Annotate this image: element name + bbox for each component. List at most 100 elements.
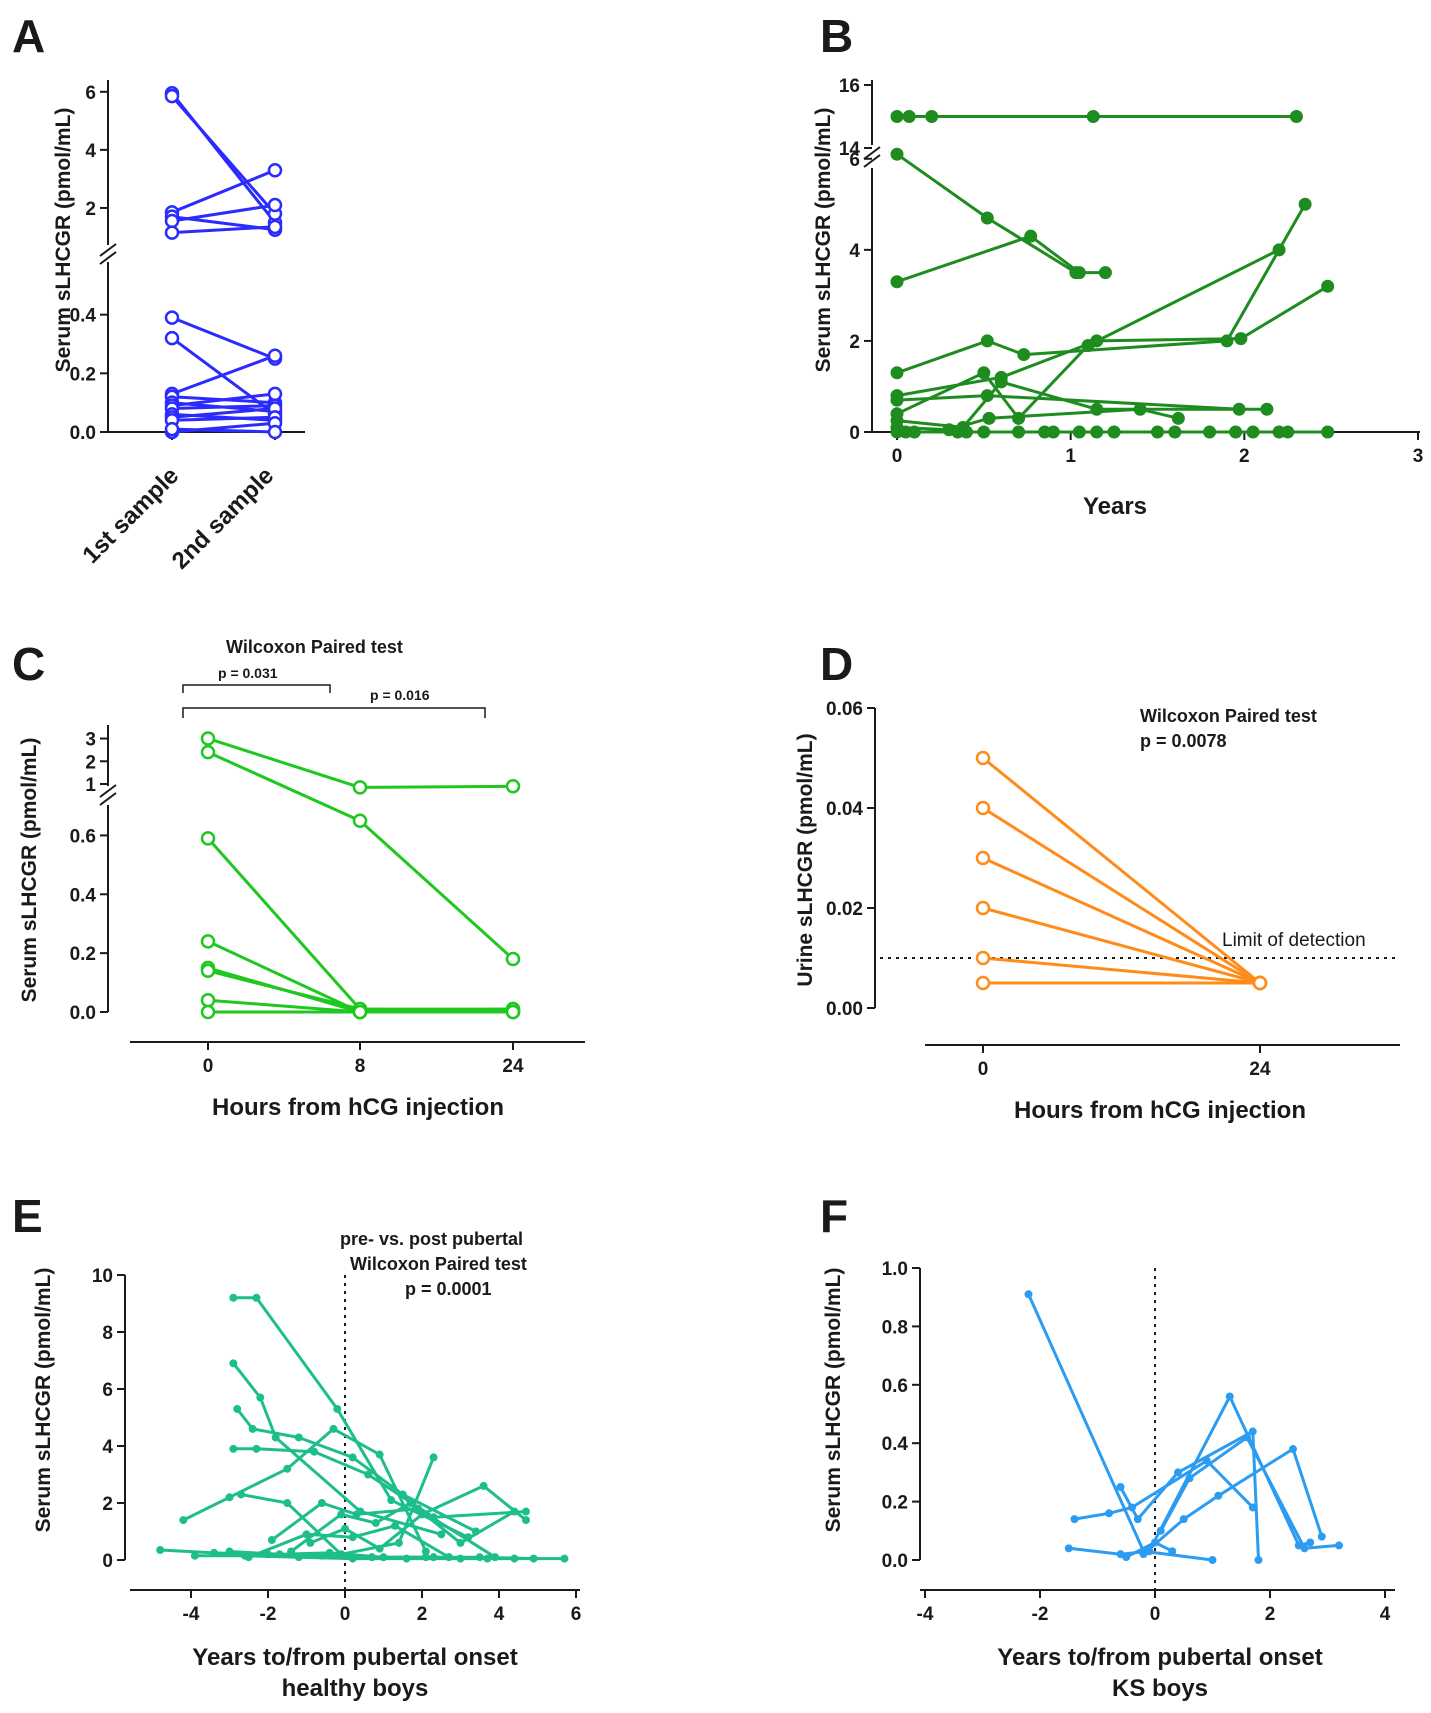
b-axis-break-2 [863, 146, 881, 160]
d-y-tick-label-4: 0.06 [826, 699, 863, 720]
panel-c: C Serum sLHCGR (pmol/mL) Wilcoxon Paired… [12, 637, 585, 1121]
panel-d-title: Wilcoxon Paired test [1140, 706, 1317, 726]
panel-c-annotation-1: p = 0.031 [218, 665, 278, 681]
panel-e-letter: E [12, 1190, 43, 1242]
e-series-13-point-3 [325, 1548, 334, 1557]
panel-c-y-axis-label: Serum sLHCGR (pmol/mL) [18, 738, 41, 1003]
panel-f-x-axis-label-2: KS boys [1112, 1675, 1208, 1702]
panel-e-annotation: p = 0.0001 [405, 1279, 492, 1299]
panel-e-x-axis-label: Years to/from pubertal onset [192, 1644, 517, 1671]
panel-f-axes: 0.0 0.2 0.4 0.6 0.8 1.0 -4 -2 0 2 4 [882, 1259, 1395, 1625]
b-series-12-point-1 [907, 425, 921, 439]
b-series-5-line [896, 285, 1329, 398]
b-series-8-point-3 [994, 375, 1008, 389]
a-series-3-point-2 [267, 162, 283, 178]
f-series-1-point-3 [1208, 1556, 1217, 1564]
c-y-tick-label-2: 0.2 [70, 944, 96, 965]
b-x-tick-label-3: 2 [1239, 446, 1250, 467]
b-series-2-point-1 [890, 147, 904, 161]
e-series-5-point-5 [375, 1450, 384, 1459]
d-y-tick-label-1: 0.00 [826, 999, 863, 1020]
e-series-4-point-6 [521, 1507, 530, 1516]
b-series-2-point-4 [1098, 266, 1112, 280]
c-series-8-point-3 [505, 1004, 521, 1020]
b-y-tick-label-4: 6 [849, 150, 860, 171]
e-series-12-point-1 [190, 1551, 199, 1560]
d-series-3-point-1 [975, 850, 991, 866]
a-y-tick-label-3: 0.4 [70, 306, 97, 327]
f-series-5-point-4 [1289, 1445, 1297, 1454]
a-series-6-point-1 [164, 225, 180, 240]
e-series-12-line [194, 1554, 565, 1561]
e-series-7-point-5 [429, 1453, 438, 1462]
panel-d-marks [975, 750, 1268, 991]
panel-e-marks [156, 1293, 569, 1563]
f-y-tick-label-2: 0.2 [882, 1493, 908, 1514]
b-series-7-point-1 [890, 393, 904, 407]
f-series-3-point-2 [1105, 1509, 1113, 1518]
panel-a-y-axis-label: Serum sLHCGR (pmol/mL) [52, 108, 75, 373]
panel-d-x-axis-label: Hours from hCG injection [1014, 1097, 1306, 1124]
d-series-5-line [982, 956, 1261, 985]
panel-f-x-axis-label: Years to/from pubertal onset [997, 1644, 1322, 1671]
b-series-2-line [896, 152, 1106, 275]
e-series-2-point-1 [229, 1359, 238, 1368]
panel-e-y-axis-label: Serum sLHCGR (pmol/mL) [32, 1268, 55, 1533]
panel-b-x-axis-label: Years [1083, 493, 1147, 520]
e-series-10-point-3 [348, 1533, 357, 1542]
e-series-9-point-5 [479, 1481, 488, 1490]
b-x-tick-label-2: 1 [1065, 446, 1076, 467]
d-series-6-point-1 [975, 975, 991, 991]
e-series-9-point-4 [418, 1510, 426, 1519]
e-series-13-point-2 [275, 1550, 284, 1559]
a-series-16-line [171, 415, 276, 422]
f-series-7-point-3 [1168, 1547, 1177, 1556]
e-y-tick-label-5: 8 [102, 1323, 113, 1344]
e-series-4-point-3 [310, 1447, 319, 1456]
f-series-4-point-3 [1174, 1468, 1182, 1477]
e-y-tick-label-2: 2 [102, 1494, 113, 1515]
f-series-4-point-2 [1133, 1515, 1142, 1524]
f-series-6-point-5 [1335, 1541, 1343, 1550]
panel-a-marks [164, 86, 283, 440]
panel-a-category-2: 2nd sample [167, 462, 279, 574]
e-series-10-point-4 [391, 1521, 400, 1530]
f-series-5-point-5 [1317, 1532, 1326, 1541]
f-y-tick-label-5: 0.8 [882, 1317, 908, 1338]
a-y-tick-label-6: 6 [85, 83, 96, 104]
a-series-7-line [171, 316, 276, 361]
panel-c-annotation-2: p = 0.016 [370, 687, 430, 703]
e-series-3-point-4 [348, 1453, 357, 1462]
panel-f-letter: F [820, 1190, 848, 1242]
panel-e-axes: 0 2 4 6 8 10 -4 -2 0 2 4 6 [92, 1266, 581, 1625]
panel-e-x-axis-label-2: healthy boys [282, 1675, 429, 1702]
e-series-8-line [290, 1501, 516, 1553]
e-series-3-point-1 [233, 1404, 242, 1413]
b-series-4-point-1 [890, 366, 904, 380]
d-series-4-line [982, 906, 1261, 985]
c-y-tick-label-7: 3 [85, 730, 96, 751]
panel-e-subtitle: Wilcoxon Paired test [350, 1254, 527, 1274]
f-series-4-point-5 [1254, 1556, 1263, 1564]
b-series-4-point-5 [1298, 197, 1312, 211]
panel-f-marks [1024, 1290, 1343, 1564]
a-series-9-point-2 [267, 348, 283, 363]
e-series-9-point-1 [306, 1538, 315, 1547]
a-series-7-point-1 [164, 310, 180, 325]
panel-b-letter: B [820, 10, 853, 62]
f-y-tick-label-4: 0.6 [882, 1376, 908, 1397]
e-x-tick-label-5: 4 [494, 1604, 505, 1625]
b-series-3-point-1 [890, 275, 904, 289]
panel-a-axes: 0.0 0.2 0.4 2 4 6 [70, 80, 305, 444]
e-series-1-point-1 [229, 1293, 238, 1302]
e-series-13-point-4 [379, 1553, 388, 1562]
c-series-1-point-3 [505, 779, 521, 794]
e-series-5-point-4 [329, 1424, 338, 1433]
b-series-12-point-5 [1203, 425, 1217, 439]
b-series-1-point-5 [1289, 110, 1303, 123]
b-series-4-point-2 [980, 334, 994, 348]
b-x-tick-label-4: 3 [1413, 446, 1424, 467]
a-series-18-point-1 [164, 421, 180, 437]
e-series-9-line [309, 1484, 527, 1551]
f-series-7-point-2 [1151, 1538, 1159, 1547]
